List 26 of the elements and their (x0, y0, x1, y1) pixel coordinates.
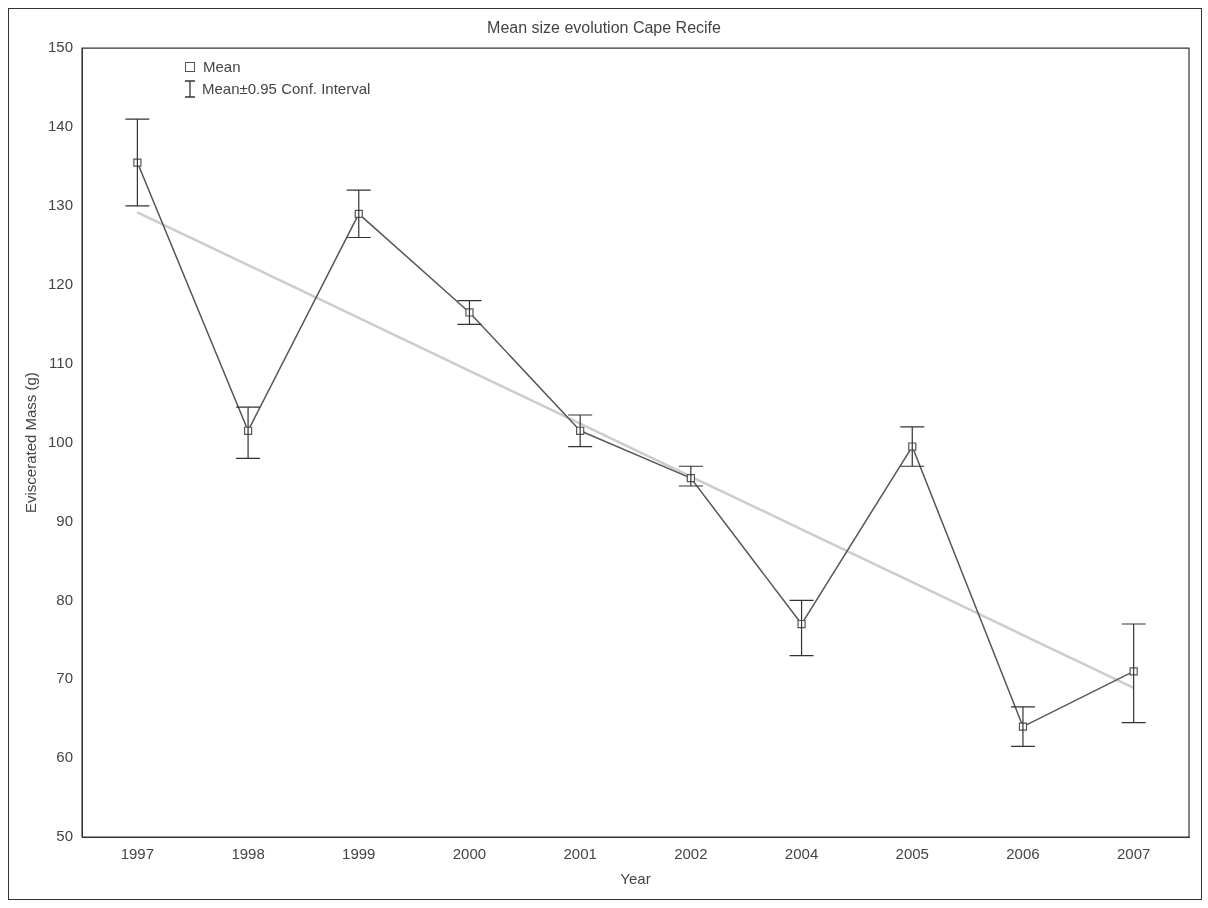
x-tick-label: 2006 (1006, 845, 1040, 863)
x-tick-label: 2001 (563, 845, 597, 863)
x-tick-label: 2005 (895, 845, 929, 863)
chart-title: Mean size evolution Cape Recife (487, 19, 722, 37)
y-tick-label: 110 (49, 353, 74, 371)
x-tick-label: 1999 (342, 845, 376, 863)
y-tick-label: 100 (48, 432, 74, 450)
y-tick-label: 120 (48, 274, 74, 292)
y-axis-title: Eviscerated Mass (g) (22, 372, 40, 514)
x-tick-label: 2000 (452, 845, 487, 863)
y-tick-label: 60 (56, 748, 74, 766)
x-axis-title: Year (620, 870, 651, 888)
y-tick-label: 90 (56, 511, 74, 529)
x-tick-label: 2004 (784, 845, 819, 863)
x-tick-label: 2002 (674, 845, 708, 863)
annotation: Mean±0.95 Conf. Interval (202, 79, 371, 100)
y-tick-label: 80 (56, 590, 74, 608)
y-tick-label: 50 (56, 827, 74, 845)
y-tick-label: 140 (48, 117, 74, 135)
legend-label: Mean (203, 57, 241, 78)
x-tick-label: 2007 (1116, 845, 1151, 863)
x-tick-label: 1997 (120, 845, 155, 863)
x-tick-label: 1998 (231, 845, 265, 863)
y-tick-label: 150 (48, 38, 74, 56)
y-tick-label: 130 (48, 196, 74, 214)
y-tick-label: 70 (56, 669, 74, 687)
